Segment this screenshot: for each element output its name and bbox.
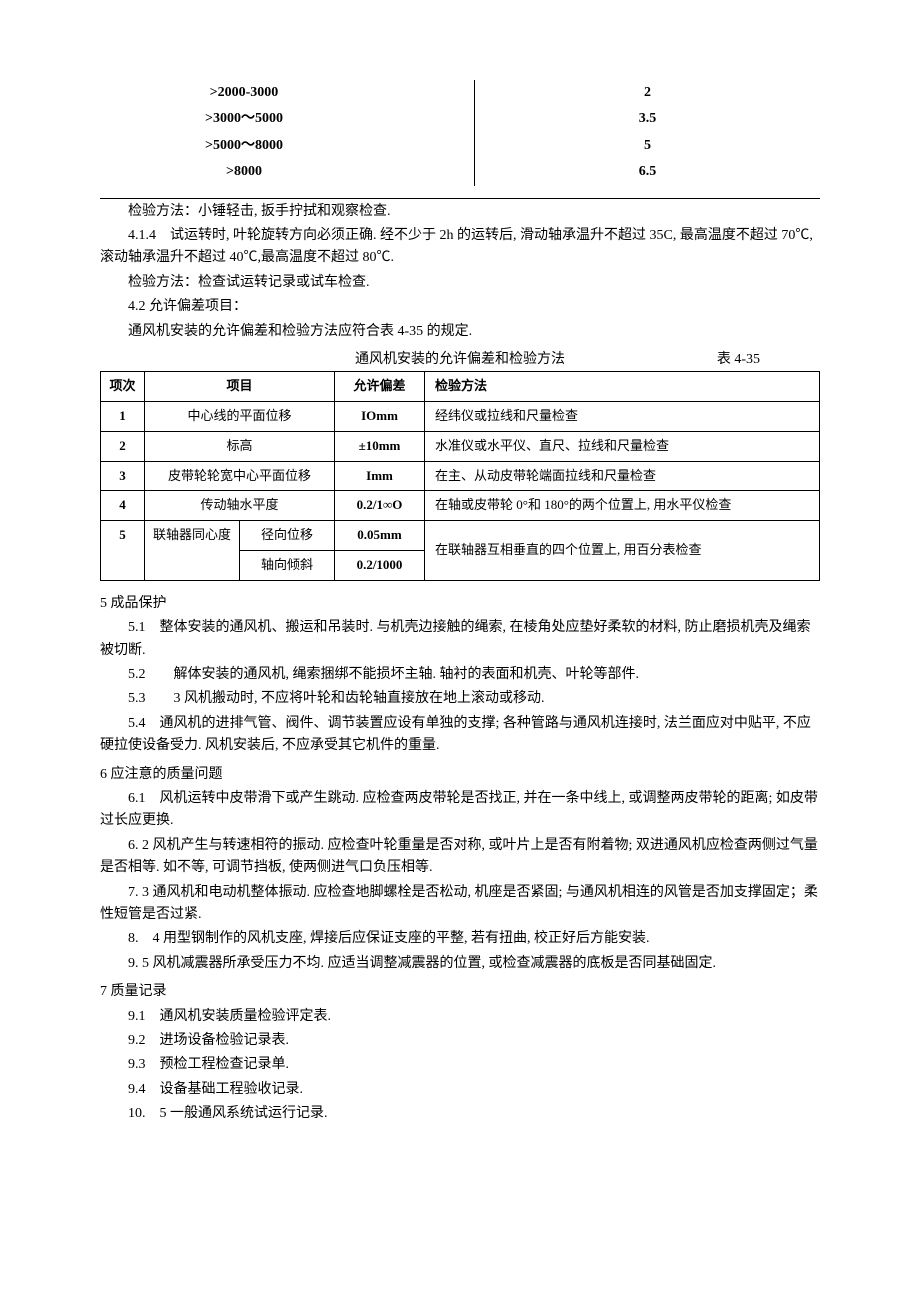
- header-tol: 允许偏差: [335, 372, 425, 402]
- table-row: >8000 6.5: [100, 159, 820, 185]
- item-cell: 中心线的平面位移: [145, 402, 335, 432]
- paragraph: 6.1 风机运转中皮带滑下或产生跳动. 应检查两皮带轮是否找正, 并在一条中线上…: [100, 788, 820, 833]
- paragraph: 5.4 通风机的进排气管、阀件、调节装置应设有单独的支撑; 各种管路与通风机连接…: [100, 713, 820, 758]
- paragraph: 5.1 整体安装的通风机、搬运和吊装时. 与机壳边接触的绳索, 在棱角处应垫好柔…: [100, 617, 820, 662]
- table-row: 5 联轴器同心度 径向位移 0.05mm 在联轴器互相垂直的四个位置上, 用百分…: [101, 521, 820, 551]
- value-cell: 2: [474, 80, 820, 106]
- table2-caption: 通风机安装的允许偏差和检验方法 表 4-35: [100, 349, 820, 371]
- method-cell: 在轴或皮带轮 0°和 180°的两个位置上, 用水平仪检查: [425, 491, 820, 521]
- header-item: 项目: [145, 372, 335, 402]
- header-seq: 项次: [101, 372, 145, 402]
- table-header-row: 项次 项目 允许偏差 检验方法: [101, 372, 820, 402]
- range-cell: >3000～5000: [100, 106, 388, 132]
- value-cell: 6.5: [474, 159, 820, 185]
- paragraph: 4.1.4 试运转时, 叶轮旋转方向必须正确. 经不少于 2h 的运转后, 滑动…: [100, 225, 820, 270]
- section-heading: 6 应注意的质量问题: [100, 764, 820, 786]
- paragraph: 9.1 通风机安装质量检验评定表.: [100, 1006, 820, 1028]
- spacer-cell: [388, 133, 474, 159]
- paragraph: 9.3 预检工程检查记录单.: [100, 1054, 820, 1076]
- paragraph: 4.2 允许偏差项目：: [100, 296, 820, 318]
- upper-table: >2000-3000 2 >3000～5000 3.5 >5000～8000 5…: [100, 80, 820, 186]
- paragraph: 7. 3 通风机和电动机整体振动. 应检查地脚螺栓是否松动, 机座是否紧固; 与…: [100, 882, 820, 927]
- seq-cell: 4: [101, 491, 145, 521]
- item-cell: 传动轴水平度: [145, 491, 335, 521]
- seq-cell: 2: [101, 431, 145, 461]
- range-cell: >2000-3000: [100, 80, 388, 106]
- section-heading: 5 成品保护: [100, 593, 820, 615]
- tol-cell: 0.2/1000: [335, 551, 425, 581]
- table-row: 2 标高 ±10mm 水准仪或水平仪、直尺、拉线和尺量检查: [101, 431, 820, 461]
- range-cell: >5000～8000: [100, 133, 388, 159]
- method-cell: 在主、从动皮带轮端面拉线和尺量检查: [425, 461, 820, 491]
- method-cell: 水准仪或水平仪、直尺、拉线和尺量检查: [425, 431, 820, 461]
- spacer-cell: [388, 106, 474, 132]
- caption-right: 表 4-35: [717, 349, 760, 371]
- seq-cell: 3: [101, 461, 145, 491]
- item-main-cell: 联轴器同心度: [145, 521, 240, 581]
- tol-cell: IOmm: [335, 402, 425, 432]
- paragraph: 检验方法：小锤轻击, 扳手拧拭和观察检查.: [100, 201, 820, 223]
- item-sub-cell: 轴向倾斜: [240, 551, 335, 581]
- method-cell: 经纬仪或拉线和尺量检查: [425, 402, 820, 432]
- paragraph: 检验方法：检查试运转记录或试车检查.: [100, 272, 820, 294]
- paragraph: 9.4 设备基础工程验收记录.: [100, 1079, 820, 1101]
- paragraph: 10. 5 一般通风系统试运行记录.: [100, 1103, 820, 1125]
- tol-cell: Imm: [335, 461, 425, 491]
- paragraph: 8. 4 用型钢制作的风机支座, 焊接后应保证支座的平整, 若有扭曲, 校正好后…: [100, 928, 820, 950]
- tol-cell: ±10mm: [335, 431, 425, 461]
- table-row: 4 传动轴水平度 0.2/1∞O 在轴或皮带轮 0°和 180°的两个位置上, …: [101, 491, 820, 521]
- seq-cell: 5: [101, 521, 145, 581]
- upper-table-wrap: >2000-3000 2 >3000～5000 3.5 >5000～8000 5…: [100, 80, 820, 199]
- paragraph: 5.3 3 风机搬动时, 不应将叶轮和齿轮轴直接放在地上滚动或移动.: [100, 688, 820, 710]
- paragraph: 通风机安装的允许偏差和检验方法应符合表 4-35 的规定.: [100, 321, 820, 343]
- method-cell: 在联轴器互相垂直的四个位置上, 用百分表检查: [425, 521, 820, 581]
- table-row: 3 皮带轮轮宽中心平面位移 Imm 在主、从动皮带轮端面拉线和尺量检查: [101, 461, 820, 491]
- table-row: >5000～8000 5: [100, 133, 820, 159]
- item-cell: 标高: [145, 431, 335, 461]
- paragraph: 6. 2 风机产生与转速相符的振动. 应检查叶轮重量是否对称, 或叶片上是否有附…: [100, 835, 820, 880]
- paragraph: 9. 5 风机减震器所承受压力不均. 应适当调整减震器的位置, 或检查减震器的底…: [100, 953, 820, 975]
- header-method: 检验方法: [425, 372, 820, 402]
- paragraph: 5.2 解体安装的通风机, 绳索捆绑不能损坏主轴. 轴衬的表面和机壳、叶轮等部件…: [100, 664, 820, 686]
- item-sub-cell: 径向位移: [240, 521, 335, 551]
- table-row: >3000～5000 3.5: [100, 106, 820, 132]
- paragraph: 9.2 进场设备检验记录表.: [100, 1030, 820, 1052]
- spacer-cell: [388, 159, 474, 185]
- value-cell: 3.5: [474, 106, 820, 132]
- tol-cell: 0.05mm: [335, 521, 425, 551]
- caption-text: 通风机安装的允许偏差和检验方法: [355, 352, 565, 367]
- item-cell: 皮带轮轮宽中心平面位移: [145, 461, 335, 491]
- table-row: 1 中心线的平面位移 IOmm 经纬仪或拉线和尺量检查: [101, 402, 820, 432]
- value-cell: 5: [474, 133, 820, 159]
- range-cell: >8000: [100, 159, 388, 185]
- tolerance-table: 项次 项目 允许偏差 检验方法 1 中心线的平面位移 IOmm 经纬仪或拉线和尺…: [100, 371, 820, 581]
- section-heading: 7 质量记录: [100, 981, 820, 1003]
- table-row: >2000-3000 2: [100, 80, 820, 106]
- seq-cell: 1: [101, 402, 145, 432]
- spacer-cell: [388, 80, 474, 106]
- tol-cell: 0.2/1∞O: [335, 491, 425, 521]
